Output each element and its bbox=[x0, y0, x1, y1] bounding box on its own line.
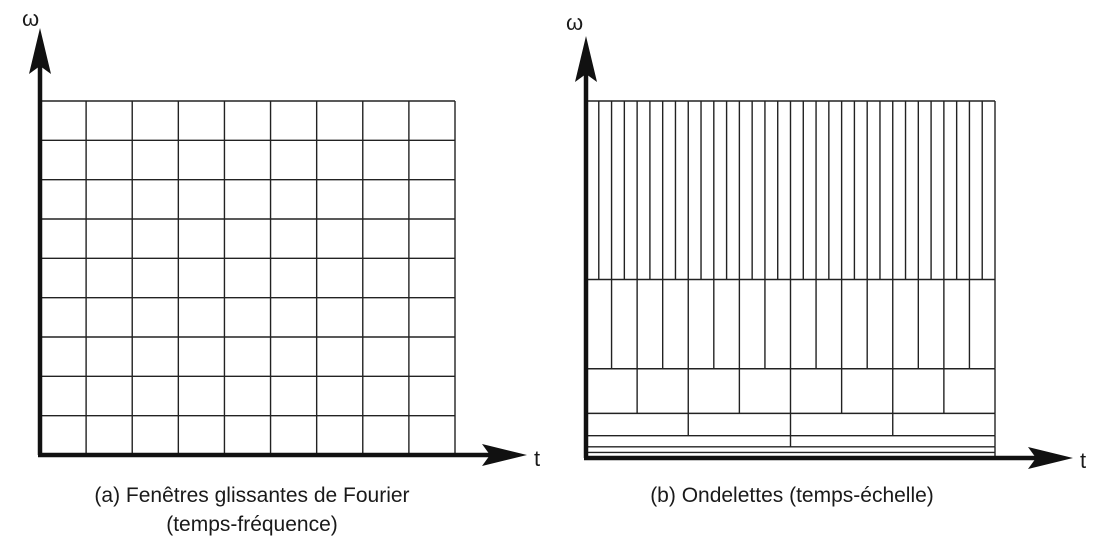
panel-b-y-axis-label: ω bbox=[566, 10, 583, 35]
panel-b-caption-line1: (b) Ondelettes (temps-échelle) bbox=[650, 484, 934, 507]
panel-a-caption-line1: (a) Fenêtres glissantes de Fourier bbox=[94, 484, 409, 507]
panel-b-x-arrowhead bbox=[1028, 447, 1073, 469]
panel-a-x-axis-label: t bbox=[534, 446, 540, 471]
fourier-tiling-grid bbox=[39, 100, 456, 456]
panel-b-y-arrowhead bbox=[575, 36, 597, 82]
panel-a-y-arrowhead bbox=[29, 28, 51, 74]
panel-a-y-axis-label: ω bbox=[22, 6, 39, 31]
panel-a-caption-line2: (temps-fréquence) bbox=[166, 513, 338, 536]
wavelet-tiling-grid bbox=[585, 100, 996, 459]
panel-a-x-arrowhead bbox=[482, 444, 527, 466]
panel-b-x-axis-label: t bbox=[1080, 448, 1086, 473]
panel-a: ω t (a) Fenêtres glissantes de Fourier (… bbox=[22, 6, 540, 536]
panel-b: ω t (b) Ondelettes (temps-échelle) bbox=[566, 10, 1086, 507]
